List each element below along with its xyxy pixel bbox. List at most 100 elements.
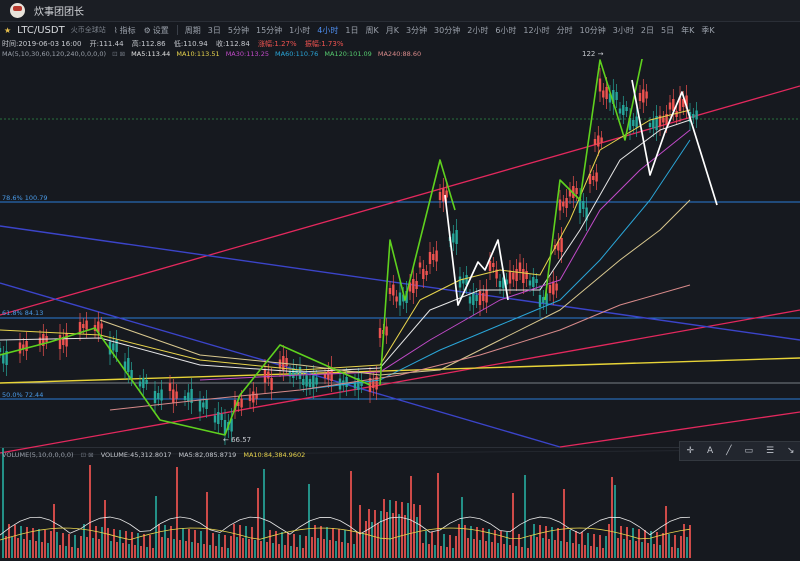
volume-bar (584, 545, 586, 558)
ohlc-high: 高:112.86 (131, 40, 166, 48)
volume-bar (302, 548, 304, 558)
candle-body (378, 328, 382, 338)
volume-bar (389, 500, 391, 558)
candle-body (202, 402, 205, 408)
ma60-line (299, 139, 691, 391)
text-tool-icon[interactable]: A (706, 446, 714, 456)
volume-bar (245, 526, 247, 558)
candle-body (515, 269, 518, 281)
candle-body (308, 379, 312, 387)
volume-bar (476, 527, 478, 558)
volume-bar (506, 532, 508, 558)
ma30-line (199, 129, 691, 381)
period-16[interactable]: 2日 (640, 25, 654, 35)
period-13[interactable]: 分时 (556, 25, 573, 35)
candle-body (622, 105, 625, 115)
volume-bar (158, 524, 160, 558)
star-icon[interactable]: ★ (4, 25, 12, 35)
volume-bar (182, 528, 184, 558)
avatar (10, 3, 25, 18)
period-2[interactable]: 15分钟 (255, 25, 283, 35)
period-1[interactable]: 5分钟 (227, 25, 249, 35)
period-12[interactable]: 12小时 (523, 25, 550, 35)
candle-body (602, 90, 605, 98)
volume-bar (530, 536, 532, 558)
ma-readout: MA(5,10,30,60,120,240,0,0,0,0) ⊡ ⊠ MA5:1… (2, 50, 425, 58)
settings-button[interactable]: ⚙ 设置 (144, 25, 169, 36)
period-17[interactable]: 5日 (660, 25, 675, 35)
candle-body (593, 139, 597, 145)
volume-bar (650, 531, 652, 558)
candle-body (655, 116, 658, 130)
candle-body (578, 199, 582, 213)
candle-body (685, 95, 688, 109)
price-chart[interactable] (0, 59, 800, 561)
indicator-button[interactable]: ⌇ 指标 (114, 25, 136, 36)
volume-bar (248, 539, 250, 558)
candle-body (472, 293, 475, 305)
rectangle-tool-icon[interactable]: ▭ (744, 446, 753, 456)
period-4[interactable]: 4小时 (317, 25, 339, 35)
volume-bar (365, 521, 367, 558)
candle-body (312, 375, 315, 389)
volume-bar (215, 546, 217, 558)
candle-body (187, 392, 190, 402)
volume-bar (548, 539, 550, 558)
volume-visibility-icon[interactable]: ⊡ ⊠ (80, 451, 94, 459)
candle-body (405, 291, 408, 303)
ma120-line (99, 199, 691, 376)
ma-visibility-icon[interactable]: ⊡ ⊠ (112, 50, 126, 58)
candle-body (652, 119, 655, 129)
volume-bar (62, 533, 64, 558)
volume-bar (488, 529, 490, 558)
volume-bar (314, 525, 316, 558)
ma5-line (0, 119, 691, 373)
candle-body (557, 241, 560, 251)
volume-bar (131, 532, 133, 558)
period-list: 3日 5分钟 15分钟 1小时 4小时 1日 周K 月K 3分钟 30分钟 2小时 6小时 12小时 分时… (201, 25, 715, 36)
candle-body (385, 326, 388, 336)
volume-bar (404, 515, 406, 558)
volume-bar (188, 529, 190, 558)
period-10[interactable]: 2小时 (467, 25, 489, 35)
volume-bar (455, 536, 457, 558)
period-9[interactable]: 30分钟 (434, 25, 461, 35)
volume-bar (446, 547, 448, 558)
candle-body (270, 378, 273, 390)
volume-bar (59, 545, 61, 558)
candle-body (240, 398, 243, 408)
period-3[interactable]: 1小时 (289, 25, 311, 35)
period-18[interactable]: 年K (681, 25, 695, 35)
period-5[interactable]: 1日 (345, 25, 359, 35)
volume-bar (146, 547, 148, 558)
symbol-label[interactable]: LTC/USDT (17, 24, 65, 36)
period-19[interactable]: 季K (701, 25, 715, 35)
period-14[interactable]: 10分钟 (579, 25, 606, 35)
period-11[interactable]: 6小时 (495, 25, 517, 35)
volume-bar (551, 527, 553, 558)
volume-bar (239, 525, 241, 558)
candle-body (65, 333, 68, 347)
volume-bar (359, 505, 361, 558)
candle-body (305, 375, 308, 387)
parallel-lines-icon[interactable]: ☰ (765, 446, 775, 456)
volume-bar (254, 540, 256, 558)
volume-bar (569, 530, 571, 558)
candle-body (18, 342, 22, 354)
line-tool-icon[interactable]: ╱ (726, 446, 732, 456)
volume-bar (77, 548, 79, 558)
candle-body (628, 118, 632, 130)
period-15[interactable]: 3小时 (612, 25, 634, 35)
period-7[interactable]: 月K (385, 25, 399, 35)
candle-body (233, 400, 237, 410)
period-0[interactable]: 3日 (207, 25, 221, 35)
candle-body (612, 90, 615, 104)
period-8[interactable]: 3分钟 (405, 25, 428, 35)
volume-bar (518, 534, 520, 558)
measure-tool-icon[interactable]: ↘ (786, 446, 795, 456)
candle-body (58, 335, 62, 349)
period-6[interactable]: 周K (365, 25, 379, 35)
crosshair-icon[interactable]: ✛ (686, 446, 695, 456)
candle-body (97, 321, 100, 333)
candle-body (62, 337, 65, 345)
